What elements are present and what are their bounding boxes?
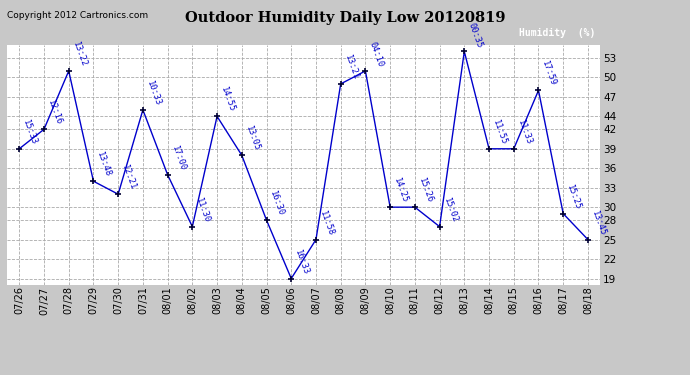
Text: 13:22: 13:22	[70, 40, 88, 68]
Text: 14:55: 14:55	[219, 86, 237, 114]
Text: 15:26: 15:26	[417, 177, 434, 205]
Text: Outdoor Humidity Daily Low 20120819: Outdoor Humidity Daily Low 20120819	[185, 11, 505, 25]
Text: 10:33: 10:33	[145, 80, 162, 107]
Text: 04:10: 04:10	[367, 40, 385, 68]
Text: 17:59: 17:59	[540, 60, 558, 88]
Text: 13:21: 13:21	[343, 54, 360, 81]
Text: 16:30: 16:30	[268, 190, 286, 217]
Text: 11:30: 11:30	[195, 196, 212, 224]
Text: 15:25: 15:25	[565, 183, 582, 211]
Text: 16:33: 16:33	[293, 248, 310, 276]
Text: 00:35: 00:35	[466, 21, 484, 49]
Text: Humidity  (%): Humidity (%)	[519, 28, 595, 38]
Text: 17:00: 17:00	[170, 144, 187, 172]
Text: 11:55: 11:55	[491, 118, 509, 146]
Text: 15:02: 15:02	[442, 196, 459, 224]
Text: 13:45: 13:45	[590, 209, 607, 237]
Text: 11:58: 11:58	[318, 209, 335, 237]
Text: 12:21: 12:21	[120, 164, 137, 192]
Text: 15:33: 15:33	[21, 118, 39, 146]
Text: 13:05: 13:05	[244, 125, 262, 153]
Text: 11:33: 11:33	[515, 118, 533, 146]
Text: 13:48: 13:48	[95, 151, 113, 178]
Text: 14:25: 14:25	[392, 177, 410, 205]
Text: 12:16: 12:16	[46, 99, 63, 127]
Text: Copyright 2012 Cartronics.com: Copyright 2012 Cartronics.com	[7, 11, 148, 20]
